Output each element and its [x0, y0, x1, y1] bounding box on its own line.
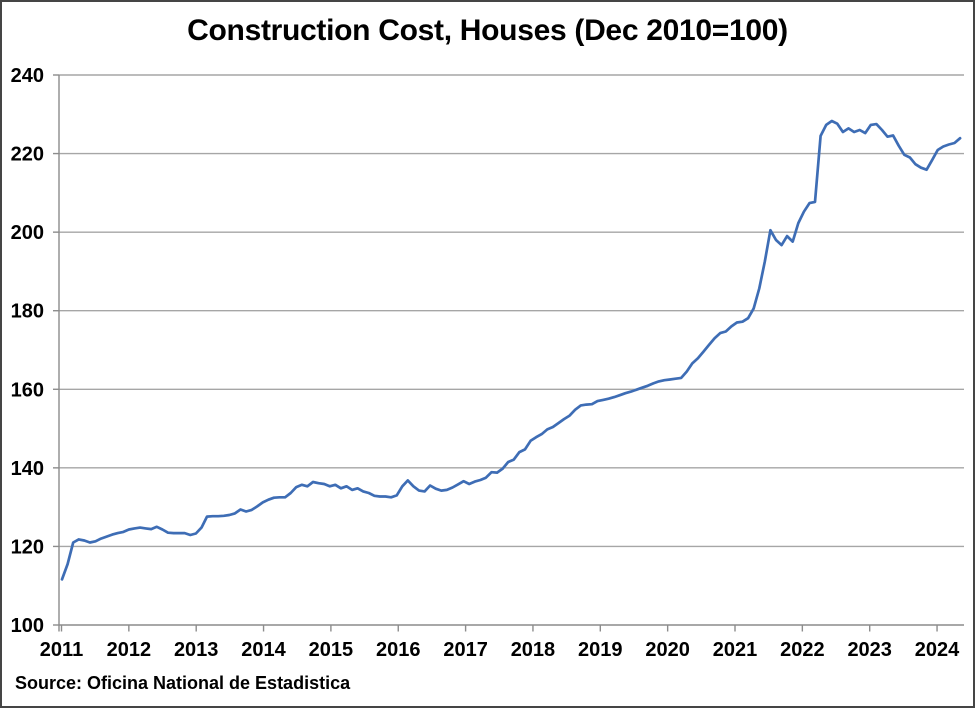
- x-tick-label: 2016: [376, 639, 421, 661]
- x-axis-labels: 2011 2012 2013 2014 2015 2016 2017 2018 2019 2020…: [40, 625, 960, 661]
- x-tick-label: 2012: [107, 639, 152, 661]
- x-tick-label: 2011: [40, 639, 83, 661]
- chart-title: Construction Cost, Houses (Dec 2010=100): [187, 14, 788, 47]
- x-tick-label: 2018: [511, 639, 556, 661]
- x-tick-label: 2024: [915, 639, 960, 661]
- x-tick-label: 2020: [645, 639, 690, 661]
- y-tick-label: 100: [11, 615, 44, 637]
- y-tick-label: 200: [11, 222, 44, 244]
- y-tick-label: 140: [11, 458, 44, 480]
- x-tick-label: 2013: [174, 639, 219, 661]
- y-tick-label: 180: [11, 301, 44, 323]
- gridlines: [53, 74, 964, 626]
- x-tick-label: 2021: [713, 639, 758, 661]
- x-tick-label: 2014: [241, 639, 286, 661]
- x-tick-label: 2015: [309, 639, 354, 661]
- source-note: Source: Oficina National de Estadistica: [15, 673, 351, 693]
- y-axis-labels: 240 220 200 180 160 140 120 100: [11, 65, 44, 637]
- y-tick-label: 220: [11, 144, 44, 166]
- series-line: [60, 119, 962, 581]
- x-tick-label: 2022: [780, 639, 825, 661]
- y-tick-label: 160: [11, 379, 44, 401]
- x-tick-label: 2023: [847, 639, 892, 661]
- x-tick-label: 2019: [578, 639, 623, 661]
- y-tick-label: 120: [11, 536, 44, 558]
- y-tick-label: 240: [11, 65, 44, 87]
- x-tick-label: 2017: [443, 639, 488, 661]
